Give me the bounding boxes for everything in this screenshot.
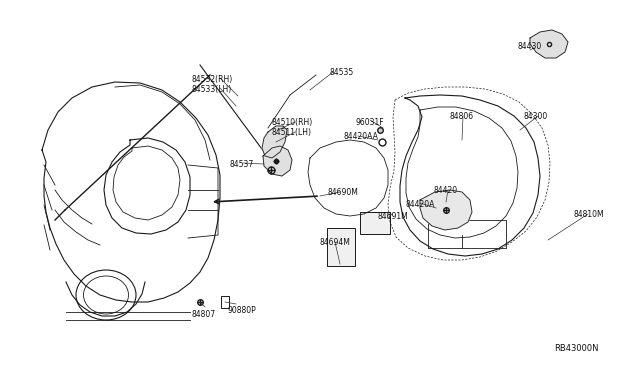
Bar [221, 296, 229, 308]
Text: 84420A: 84420A [406, 200, 435, 209]
Text: 90880P: 90880P [228, 306, 257, 315]
Text: 84533(LH): 84533(LH) [192, 85, 232, 94]
Polygon shape [420, 190, 472, 230]
Text: 84300: 84300 [524, 112, 548, 121]
Text: 84511(LH): 84511(LH) [272, 128, 312, 137]
Text: 84430: 84430 [518, 42, 542, 51]
Bar [327, 228, 355, 266]
Text: 84537: 84537 [230, 160, 254, 169]
Text: 84510(RH): 84510(RH) [272, 118, 313, 127]
Text: 84532(RH): 84532(RH) [192, 75, 233, 84]
Polygon shape [262, 126, 287, 158]
Text: 84691M: 84691M [378, 212, 409, 221]
Text: RB43000N: RB43000N [554, 344, 598, 353]
Text: 84810M: 84810M [573, 210, 604, 219]
Text: 84420: 84420 [434, 186, 458, 195]
Text: 84690M: 84690M [328, 188, 359, 197]
Text: 84535: 84535 [330, 68, 355, 77]
Text: 96031F: 96031F [355, 118, 383, 127]
Text: 84806: 84806 [450, 112, 474, 121]
Polygon shape [530, 30, 568, 58]
Bar [360, 212, 390, 234]
Text: 84420AA: 84420AA [344, 132, 379, 141]
Text: 84694M: 84694M [320, 238, 351, 247]
Polygon shape [263, 146, 292, 176]
Text: 84807: 84807 [192, 310, 216, 319]
